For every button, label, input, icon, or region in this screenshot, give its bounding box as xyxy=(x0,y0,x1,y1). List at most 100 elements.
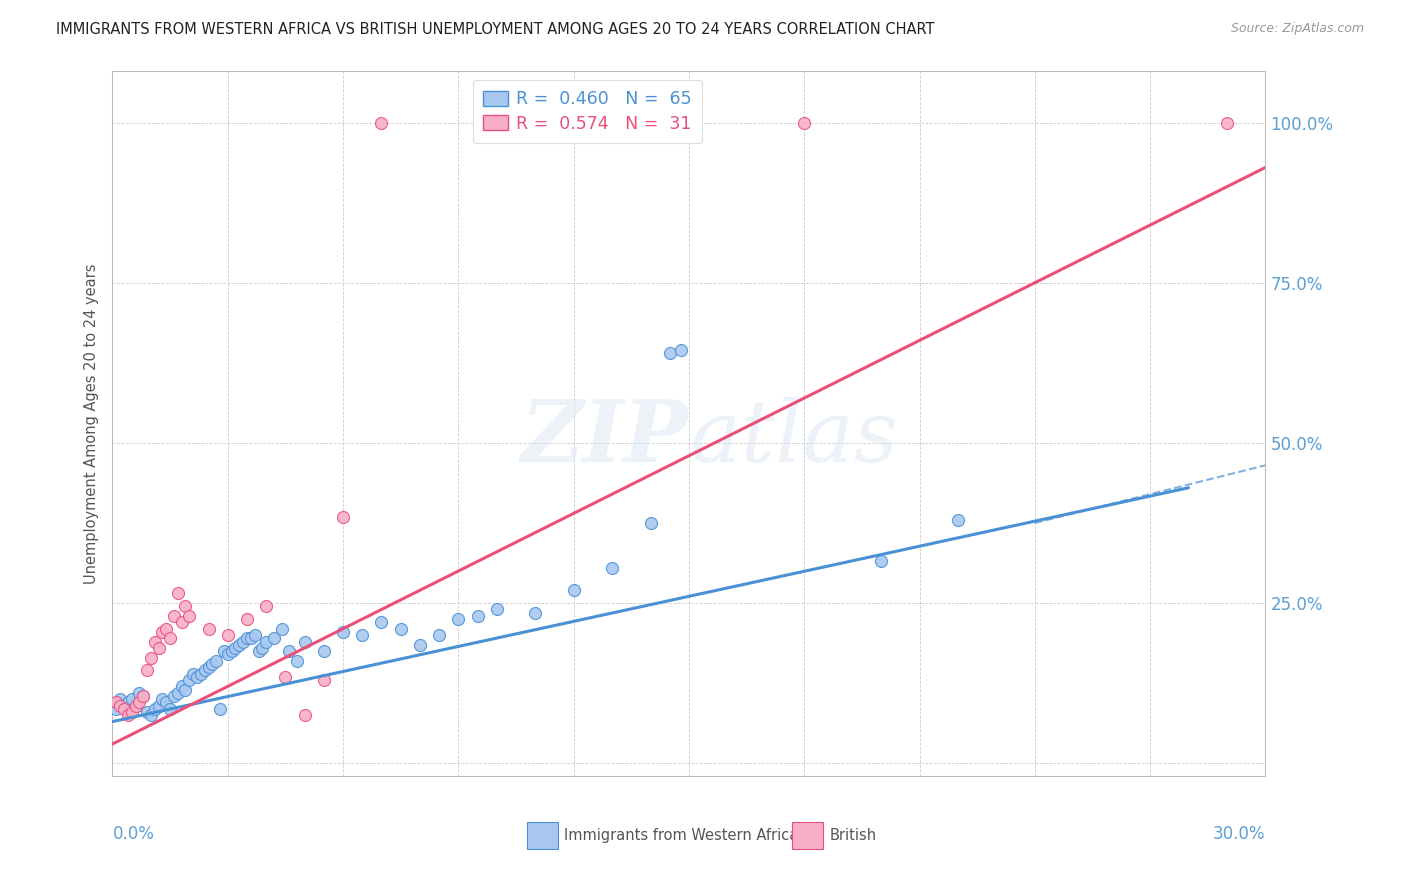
Point xyxy=(562,583,585,598)
Point xyxy=(152,624,174,639)
Point xyxy=(155,622,177,636)
Point xyxy=(600,561,623,575)
Point xyxy=(221,644,243,658)
Point xyxy=(239,632,262,646)
Point xyxy=(163,608,186,623)
Point xyxy=(108,698,131,713)
Point xyxy=(294,708,316,723)
Point xyxy=(190,666,212,681)
Point xyxy=(389,622,412,636)
Point xyxy=(294,634,316,648)
Point xyxy=(524,606,547,620)
Point xyxy=(370,115,392,129)
Point xyxy=(197,622,219,636)
Point xyxy=(370,615,392,630)
Point xyxy=(485,602,508,616)
Point xyxy=(105,695,128,709)
Point xyxy=(179,673,201,687)
Point xyxy=(117,695,139,709)
Point xyxy=(270,622,292,636)
Point xyxy=(136,705,159,719)
Text: IMMIGRANTS FROM WESTERN AFRICA VS BRITISH UNEMPLOYMENT AMONG AGES 20 TO 24 YEARS: IMMIGRANTS FROM WESTERN AFRICA VS BRITIS… xyxy=(56,22,935,37)
Point xyxy=(148,698,170,713)
Point xyxy=(155,695,177,709)
Point xyxy=(212,644,235,658)
Text: 0.0%: 0.0% xyxy=(112,825,155,843)
Point xyxy=(112,702,135,716)
Point xyxy=(132,689,155,703)
Point xyxy=(121,705,143,719)
Point xyxy=(671,343,693,357)
Point xyxy=(124,698,146,713)
Point xyxy=(148,640,170,655)
Point xyxy=(174,599,197,614)
Point xyxy=(166,586,188,600)
Point xyxy=(793,115,815,129)
Point xyxy=(139,708,162,723)
Point xyxy=(285,654,308,668)
Point xyxy=(152,692,174,706)
Point xyxy=(409,638,432,652)
Point xyxy=(174,682,197,697)
Point xyxy=(352,628,374,642)
Text: British: British xyxy=(830,829,877,843)
Text: 30.0%: 30.0% xyxy=(1213,825,1265,843)
Point xyxy=(201,657,224,671)
Point xyxy=(170,679,193,693)
Point xyxy=(117,708,139,723)
Point xyxy=(254,599,277,614)
Text: ZIP: ZIP xyxy=(522,396,689,480)
Point xyxy=(312,644,335,658)
Point xyxy=(274,670,297,684)
Point xyxy=(236,632,259,646)
Point xyxy=(243,628,266,642)
Point xyxy=(332,624,354,639)
Point xyxy=(224,640,246,655)
Point xyxy=(194,664,217,678)
Point xyxy=(870,554,893,568)
Point xyxy=(247,644,270,658)
Text: Source: ZipAtlas.com: Source: ZipAtlas.com xyxy=(1230,22,1364,36)
Text: atlas: atlas xyxy=(689,396,898,479)
Point xyxy=(136,664,159,678)
Point xyxy=(228,638,250,652)
Point xyxy=(252,640,274,655)
Point xyxy=(217,648,239,662)
Point xyxy=(467,608,489,623)
Point xyxy=(128,686,150,700)
Y-axis label: Unemployment Among Ages 20 to 24 years: Unemployment Among Ages 20 to 24 years xyxy=(84,263,100,584)
Point xyxy=(254,634,277,648)
Point xyxy=(124,698,146,713)
Point xyxy=(105,702,128,716)
Point xyxy=(217,628,239,642)
Point xyxy=(205,654,228,668)
Point xyxy=(139,650,162,665)
Point xyxy=(946,513,969,527)
Point xyxy=(143,702,166,716)
Point xyxy=(121,692,143,706)
Point xyxy=(179,608,201,623)
Point xyxy=(427,628,450,642)
Point xyxy=(312,673,335,687)
Point xyxy=(132,689,155,703)
Point xyxy=(159,702,181,716)
Point xyxy=(166,686,188,700)
Point xyxy=(170,615,193,630)
Point xyxy=(159,632,181,646)
Point xyxy=(232,634,254,648)
Point xyxy=(658,346,681,360)
Point xyxy=(236,612,259,626)
Point xyxy=(181,666,204,681)
Point xyxy=(128,695,150,709)
Point xyxy=(640,516,662,530)
Point xyxy=(186,670,208,684)
Point xyxy=(332,509,354,524)
Point xyxy=(112,698,135,713)
Point xyxy=(108,692,131,706)
Point xyxy=(278,644,301,658)
Legend: R =  0.460   N =  65, R =  0.574   N =  31: R = 0.460 N = 65, R = 0.574 N = 31 xyxy=(472,80,702,143)
Text: Immigrants from Western Africa: Immigrants from Western Africa xyxy=(564,829,799,843)
Point xyxy=(1216,115,1239,129)
Point xyxy=(163,689,186,703)
Point xyxy=(209,702,232,716)
